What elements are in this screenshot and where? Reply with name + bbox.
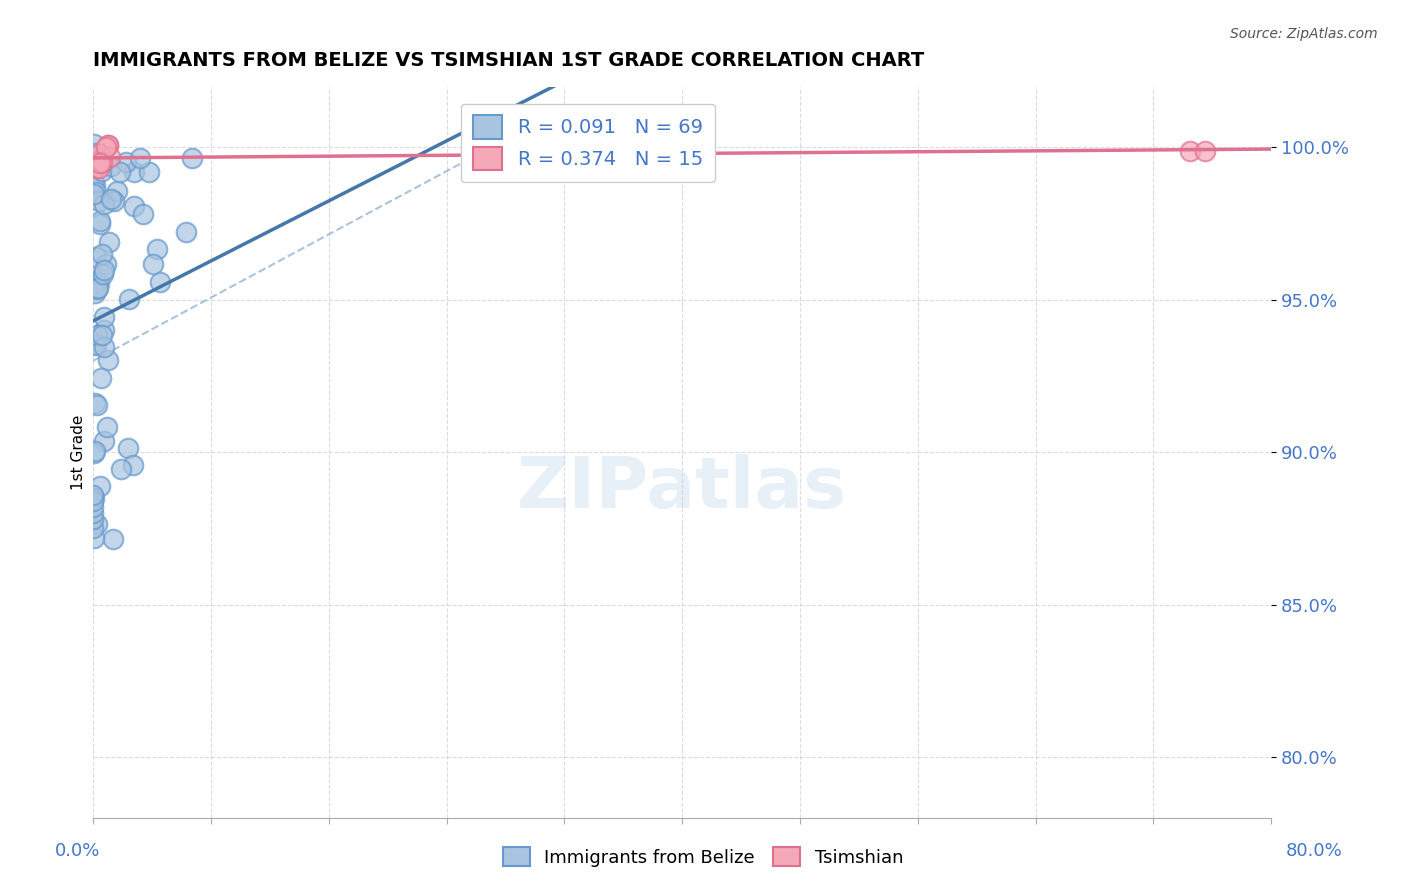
Point (83, 491, 105, 505)
Point (82, 488, 104, 502)
Point (84, 250, 107, 264)
Point (93, 323, 115, 337)
Point (1178, 144, 1201, 158)
Point (86, 328, 108, 343)
Point (86, 516, 108, 531)
Point (83, 137, 105, 152)
Point (94, 139, 117, 153)
Point (82, 506, 104, 520)
Point (91, 164, 114, 178)
Point (100, 159, 122, 173)
Point (84, 395, 107, 409)
Point (110, 461, 132, 475)
Point (124, 165, 146, 179)
Point (84, 161, 107, 175)
Point (117, 292, 139, 306)
Point (87, 161, 110, 175)
Point (149, 276, 172, 290)
Point (103, 194, 125, 208)
Point (105, 185, 128, 199)
Point (115, 154, 138, 169)
Point (1194, 144, 1216, 158)
Point (86, 154, 108, 169)
Point (89, 147, 111, 161)
Point (82, 521, 104, 535)
Point (86, 399, 108, 413)
Point (98, 149, 121, 163)
Point (90, 247, 112, 261)
Point (100, 193, 122, 207)
Point (142, 257, 165, 271)
Point (84, 178, 107, 192)
Point (89, 217, 111, 231)
Point (86, 281, 108, 295)
Point (97, 138, 120, 153)
Point (87, 276, 110, 290)
Text: 0.0%: 0.0% (55, 842, 100, 860)
Legend: Immigrants from Belize, Tsimshian: Immigrants from Belize, Tsimshian (496, 840, 910, 874)
Point (82, 175, 104, 189)
Point (86, 282, 108, 296)
Point (91, 268, 114, 282)
Point (84, 185, 107, 199)
Point (96, 420, 118, 434)
Point (83, 186, 105, 201)
Point (82, 512, 104, 526)
Point (84, 285, 107, 300)
Text: IMMIGRANTS FROM BELIZE VS TSIMSHIAN 1ST GRADE CORRELATION CHART: IMMIGRANTS FROM BELIZE VS TSIMSHIAN 1ST … (93, 51, 924, 70)
Point (180, 152, 202, 166)
Text: 80.0%: 80.0% (1286, 842, 1343, 860)
Point (82, 155, 104, 169)
Y-axis label: 1st Grade: 1st Grade (72, 415, 86, 490)
Point (94, 256, 117, 270)
Point (122, 458, 145, 473)
Point (89, 156, 111, 170)
Text: Source: ZipAtlas.com: Source: ZipAtlas.com (1230, 27, 1378, 41)
Point (83, 443, 105, 458)
Point (124, 199, 146, 213)
Point (89, 214, 111, 228)
Point (90, 327, 112, 342)
Point (131, 207, 153, 221)
Legend: R = 0.091   N = 69, R = 0.374   N = 15: R = 0.091 N = 69, R = 0.374 N = 15 (461, 103, 714, 182)
Point (90, 154, 112, 169)
Point (84, 337, 107, 351)
Point (145, 243, 167, 257)
Point (93, 310, 115, 325)
Point (138, 165, 160, 179)
Point (84, 275, 107, 289)
Point (93, 197, 115, 211)
Point (93, 263, 115, 277)
Point (89, 479, 111, 493)
Point (174, 225, 197, 239)
Point (91, 150, 114, 164)
Point (91, 155, 114, 169)
Point (86, 280, 108, 294)
Point (117, 441, 139, 455)
Point (84, 337, 107, 351)
Point (90, 370, 112, 384)
Point (84, 145, 107, 160)
Point (97, 138, 120, 153)
Point (82, 494, 104, 508)
Point (87, 194, 110, 208)
Point (108, 165, 131, 179)
Point (129, 151, 152, 165)
Point (83, 531, 105, 545)
Point (82, 500, 104, 514)
Point (101, 532, 124, 546)
Point (83, 446, 105, 460)
Point (97, 235, 120, 249)
Point (93, 434, 115, 448)
Text: ZIPatlas: ZIPatlas (517, 454, 848, 524)
Point (93, 340, 115, 354)
Point (97, 352, 120, 367)
